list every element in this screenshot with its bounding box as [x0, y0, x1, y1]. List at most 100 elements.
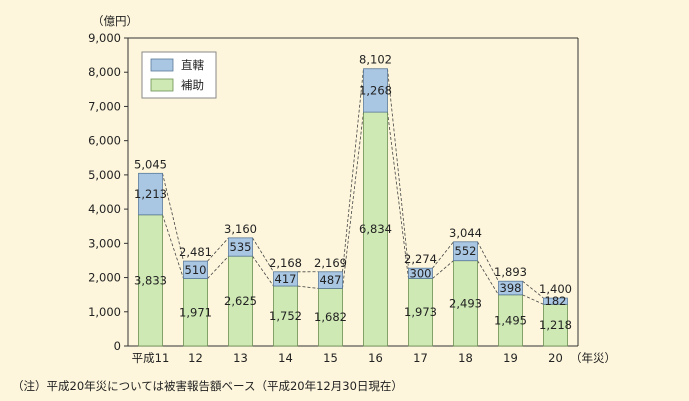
data-label-subsidy: 3,833: [134, 273, 167, 287]
x-tick-label: 12: [188, 351, 203, 365]
data-label-total: 3,160: [224, 222, 257, 236]
data-label-direct: 182: [545, 294, 567, 308]
bar-segment-subsidy: [543, 303, 568, 347]
x-tick-label: 18: [458, 351, 473, 365]
y-ticks: 0 1,000 2,000 3,000 4,000 5,000 6,000 7,000 8,00…: [88, 31, 128, 353]
data-label-direct: 300: [410, 266, 432, 280]
connector-boundary: [297, 285, 319, 289]
x-tick-label: 17: [413, 351, 428, 365]
bar-chart: （億円） 0 1,000 2,000 3,000 4,000 5,000 6,000 7,00…: [88, 14, 616, 365]
bars: [138, 68, 568, 347]
bar-segment-direct: [228, 237, 253, 257]
bar-segment-direct: [543, 297, 568, 305]
bar-segment-subsidy: [228, 255, 253, 347]
x-unit-label: （年災）: [570, 351, 616, 365]
y-tick-label: 5,000: [88, 168, 121, 182]
data-label-total: 2,169: [314, 256, 347, 270]
y-tick-label: 2,000: [88, 271, 121, 285]
data-label-total: 1,893: [494, 265, 527, 279]
data-label-total: 2,274: [404, 252, 437, 266]
y-unit-label: （億円）: [92, 14, 138, 28]
connector-total: [252, 237, 274, 273]
data-label-total: 1,400: [539, 282, 572, 296]
connector-total: [342, 68, 364, 272]
connector-boundary: [522, 294, 544, 305]
connector-boundary: [252, 255, 274, 287]
data-label-subsidy: 2,625: [224, 294, 257, 308]
data-label-direct: 487: [320, 273, 342, 287]
data-label-total: 2,168: [269, 256, 302, 270]
bar-segment-direct: [363, 68, 388, 113]
bar-segment-subsidy: [453, 260, 478, 347]
y-tick-label: 4,000: [88, 202, 121, 216]
bar-segment-direct: [453, 241, 478, 262]
connector-total: [522, 280, 544, 299]
value-labels: 3,833 1,213 5,045 1,971 510 2,481 2,625 535 3,16…: [134, 53, 572, 332]
data-label-total: 3,044: [449, 226, 482, 240]
y-tick-label: 9,000: [88, 31, 121, 45]
data-label-total: 8,102: [359, 53, 392, 67]
connector-boundary: [207, 255, 229, 279]
data-label-subsidy: 1,218: [539, 318, 572, 332]
connector-boundary: [387, 112, 409, 279]
connector-total: [432, 241, 454, 269]
x-ticks: 平成11 12 13 14 15 16 17 18 19 20: [132, 351, 563, 365]
bar-segment-direct: [273, 271, 298, 287]
data-label-direct: 417: [275, 272, 297, 286]
bar-segment-direct: [408, 267, 433, 279]
legend-label-direct: 直轄: [181, 58, 204, 72]
legend-label-subsidy: 補助: [181, 78, 204, 92]
bar-segment-subsidy: [273, 285, 298, 347]
x-tick-label: 16: [368, 351, 383, 365]
data-label-direct: 398: [500, 281, 522, 295]
x-tick-label: 13: [233, 351, 248, 365]
data-label-direct: 510: [185, 263, 207, 277]
data-label-subsidy: 1,495: [494, 313, 527, 327]
x-tick-label: 15: [323, 351, 338, 365]
bar-segment-direct: [498, 280, 523, 296]
bar-segment-direct: [183, 260, 208, 279]
bar-segment-subsidy: [498, 294, 523, 347]
x-tick-label: 14: [278, 351, 293, 365]
y-tick-label: 7,000: [88, 99, 121, 113]
data-label-direct: 1,268: [359, 83, 392, 97]
connector-total: [162, 173, 184, 262]
connector-boundary: [162, 214, 184, 279]
legend: 直轄 補助: [141, 51, 217, 99]
data-label-subsidy: 1,752: [269, 309, 302, 323]
connector-total: [207, 237, 229, 262]
y-tick-label: 3,000: [88, 236, 121, 250]
data-label-subsidy: 1,973: [404, 305, 437, 319]
connector-lines: [162, 68, 544, 305]
bar-segment-subsidy: [183, 278, 208, 347]
data-label-total: 2,481: [179, 245, 212, 259]
data-label-direct: 552: [455, 244, 477, 258]
legend-swatch-direct: [150, 58, 174, 72]
y-tick-label: 1,000: [88, 305, 121, 319]
y-tick-label: 6,000: [88, 134, 121, 148]
connector-boundary: [342, 112, 364, 289]
bar-segment-subsidy: [138, 214, 163, 347]
bar-segment-direct: [318, 271, 343, 289]
data-label-subsidy: 1,682: [314, 310, 347, 324]
legend-swatch-subsidy: [150, 78, 174, 92]
connector-boundary: [477, 260, 499, 296]
connector-boundary: [432, 260, 454, 279]
y-tick-label: 0: [114, 339, 121, 353]
bar-segment-direct: [138, 172, 163, 216]
data-label-subsidy: 6,834: [359, 222, 392, 236]
footnote: （注）平成20年災については被害報告額ベース（平成20年12月30日現在）: [12, 379, 403, 393]
x-tick-label: 19: [503, 351, 518, 365]
bar-segment-subsidy: [318, 288, 343, 347]
data-label-direct: 535: [230, 240, 252, 254]
bar-segment-subsidy: [363, 111, 388, 347]
x-tick-label: 20: [548, 351, 563, 365]
data-label-total: 5,045: [134, 157, 167, 171]
data-label-direct: 1,213: [134, 187, 167, 201]
connector-total: [387, 68, 409, 269]
data-label-subsidy: 2,493: [449, 296, 482, 310]
data-label-subsidy: 1,971: [179, 305, 212, 319]
x-tick-label: 平成11: [132, 351, 170, 365]
y-tick-label: 8,000: [88, 65, 121, 79]
bar-segment-subsidy: [408, 278, 433, 347]
